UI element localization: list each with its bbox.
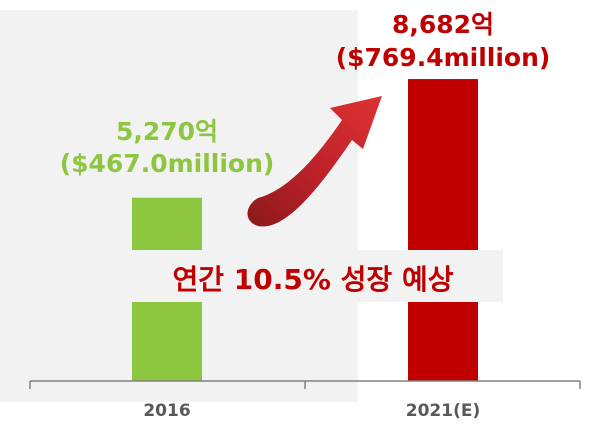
growth-annotation-box: [131, 250, 503, 302]
bar-2021e: [408, 79, 478, 382]
value-label-2021e-krw: 8,682억: [392, 10, 494, 39]
value-label-2016-usd: ($467.0million): [60, 149, 275, 178]
x-tick-label-2021e: 2021(E): [406, 401, 480, 421]
value-label-2016-krw: 5,270억: [116, 117, 218, 146]
growth-annotation: 연간 10.5% 성장 예상: [173, 263, 454, 296]
value-label-2021e-usd: ($769.4million): [336, 43, 551, 72]
x-tick-label-2016: 2016: [143, 401, 190, 421]
growth-arrow-icon: [247, 96, 382, 227]
